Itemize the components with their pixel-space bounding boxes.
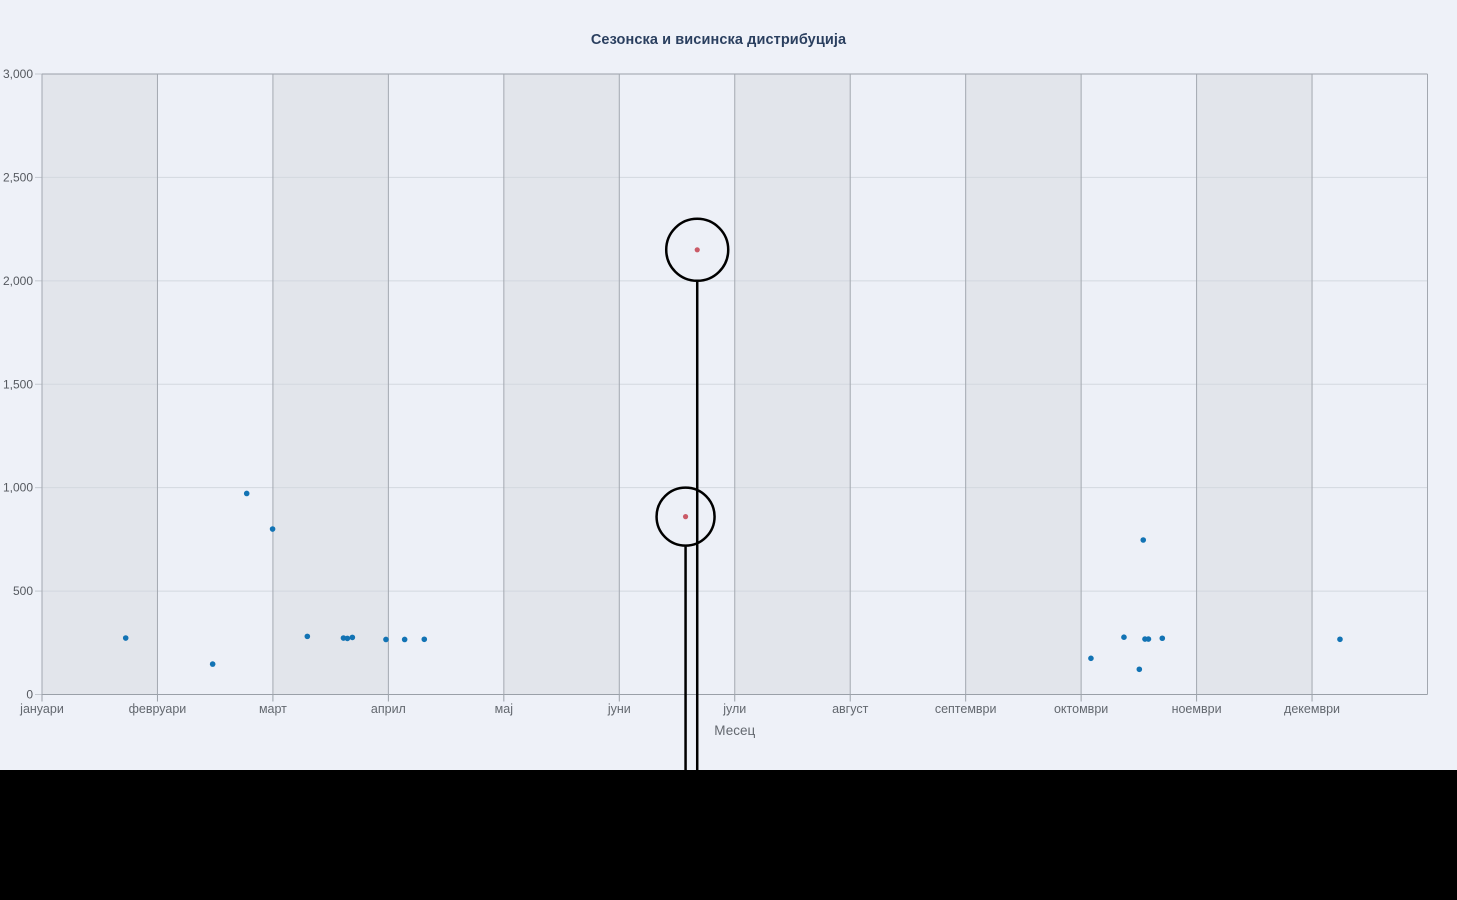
data-point[interactable] — [243, 490, 250, 497]
data-point[interactable] — [1145, 636, 1152, 642]
data-point[interactable] — [1159, 635, 1166, 642]
x-tick-label: септември — [935, 702, 997, 716]
y-tick-label: 0 — [26, 688, 33, 702]
highlight-point[interactable] — [682, 514, 689, 520]
y-tick-label: 500 — [13, 584, 33, 598]
data-point[interactable] — [349, 634, 356, 641]
callout-circle — [664, 217, 730, 283]
x-tick-label: ноември — [1172, 702, 1222, 716]
x-tick-label: јуни — [607, 702, 631, 716]
x-tick-label: април — [371, 702, 406, 716]
data-point[interactable] — [269, 526, 276, 532]
y-tick-label: 2,000 — [3, 274, 33, 288]
x-tick-label: јануари — [19, 702, 64, 716]
chart-title: Сезонска и висинска дистрибуција — [590, 32, 847, 48]
data-point[interactable] — [401, 636, 408, 643]
callout-circle — [655, 486, 716, 547]
x-tick-label: мај — [495, 702, 513, 716]
y-tick-label: 1,500 — [3, 377, 33, 391]
footer-black-area — [0, 770, 1457, 900]
data-point[interactable] — [421, 636, 428, 643]
data-point[interactable] — [344, 635, 351, 642]
data-point[interactable] — [1337, 636, 1343, 643]
data-point[interactable] — [209, 661, 216, 667]
x-tick-label: февруари — [129, 702, 187, 716]
highlight-point[interactable] — [694, 247, 700, 253]
y-tick-label: 1,000 — [3, 481, 33, 495]
data-point[interactable] — [1136, 666, 1143, 673]
data-point[interactable] — [1140, 537, 1147, 543]
data-point[interactable] — [383, 636, 389, 643]
y-tick-label: 3,000 — [3, 67, 33, 81]
x-tick-label: декември — [1284, 702, 1340, 716]
seasonal-distribution-scatter-chart: 0 500 1,000 1,500 2,000 2,500 3,000 јануари февр… — [3, 67, 1428, 770]
x-tick-label: март — [259, 702, 287, 716]
x-axis-title: Месец — [714, 723, 755, 738]
x-tick-label: јули — [722, 702, 746, 716]
data-point[interactable] — [1088, 655, 1094, 662]
data-point[interactable] — [122, 635, 129, 641]
x-tick-label: август — [832, 702, 869, 716]
data-point[interactable] — [1121, 634, 1127, 641]
x-tick-label: октомври — [1054, 702, 1108, 716]
y-tick-label: 2,500 — [3, 170, 33, 184]
data-point[interactable] — [304, 633, 311, 640]
